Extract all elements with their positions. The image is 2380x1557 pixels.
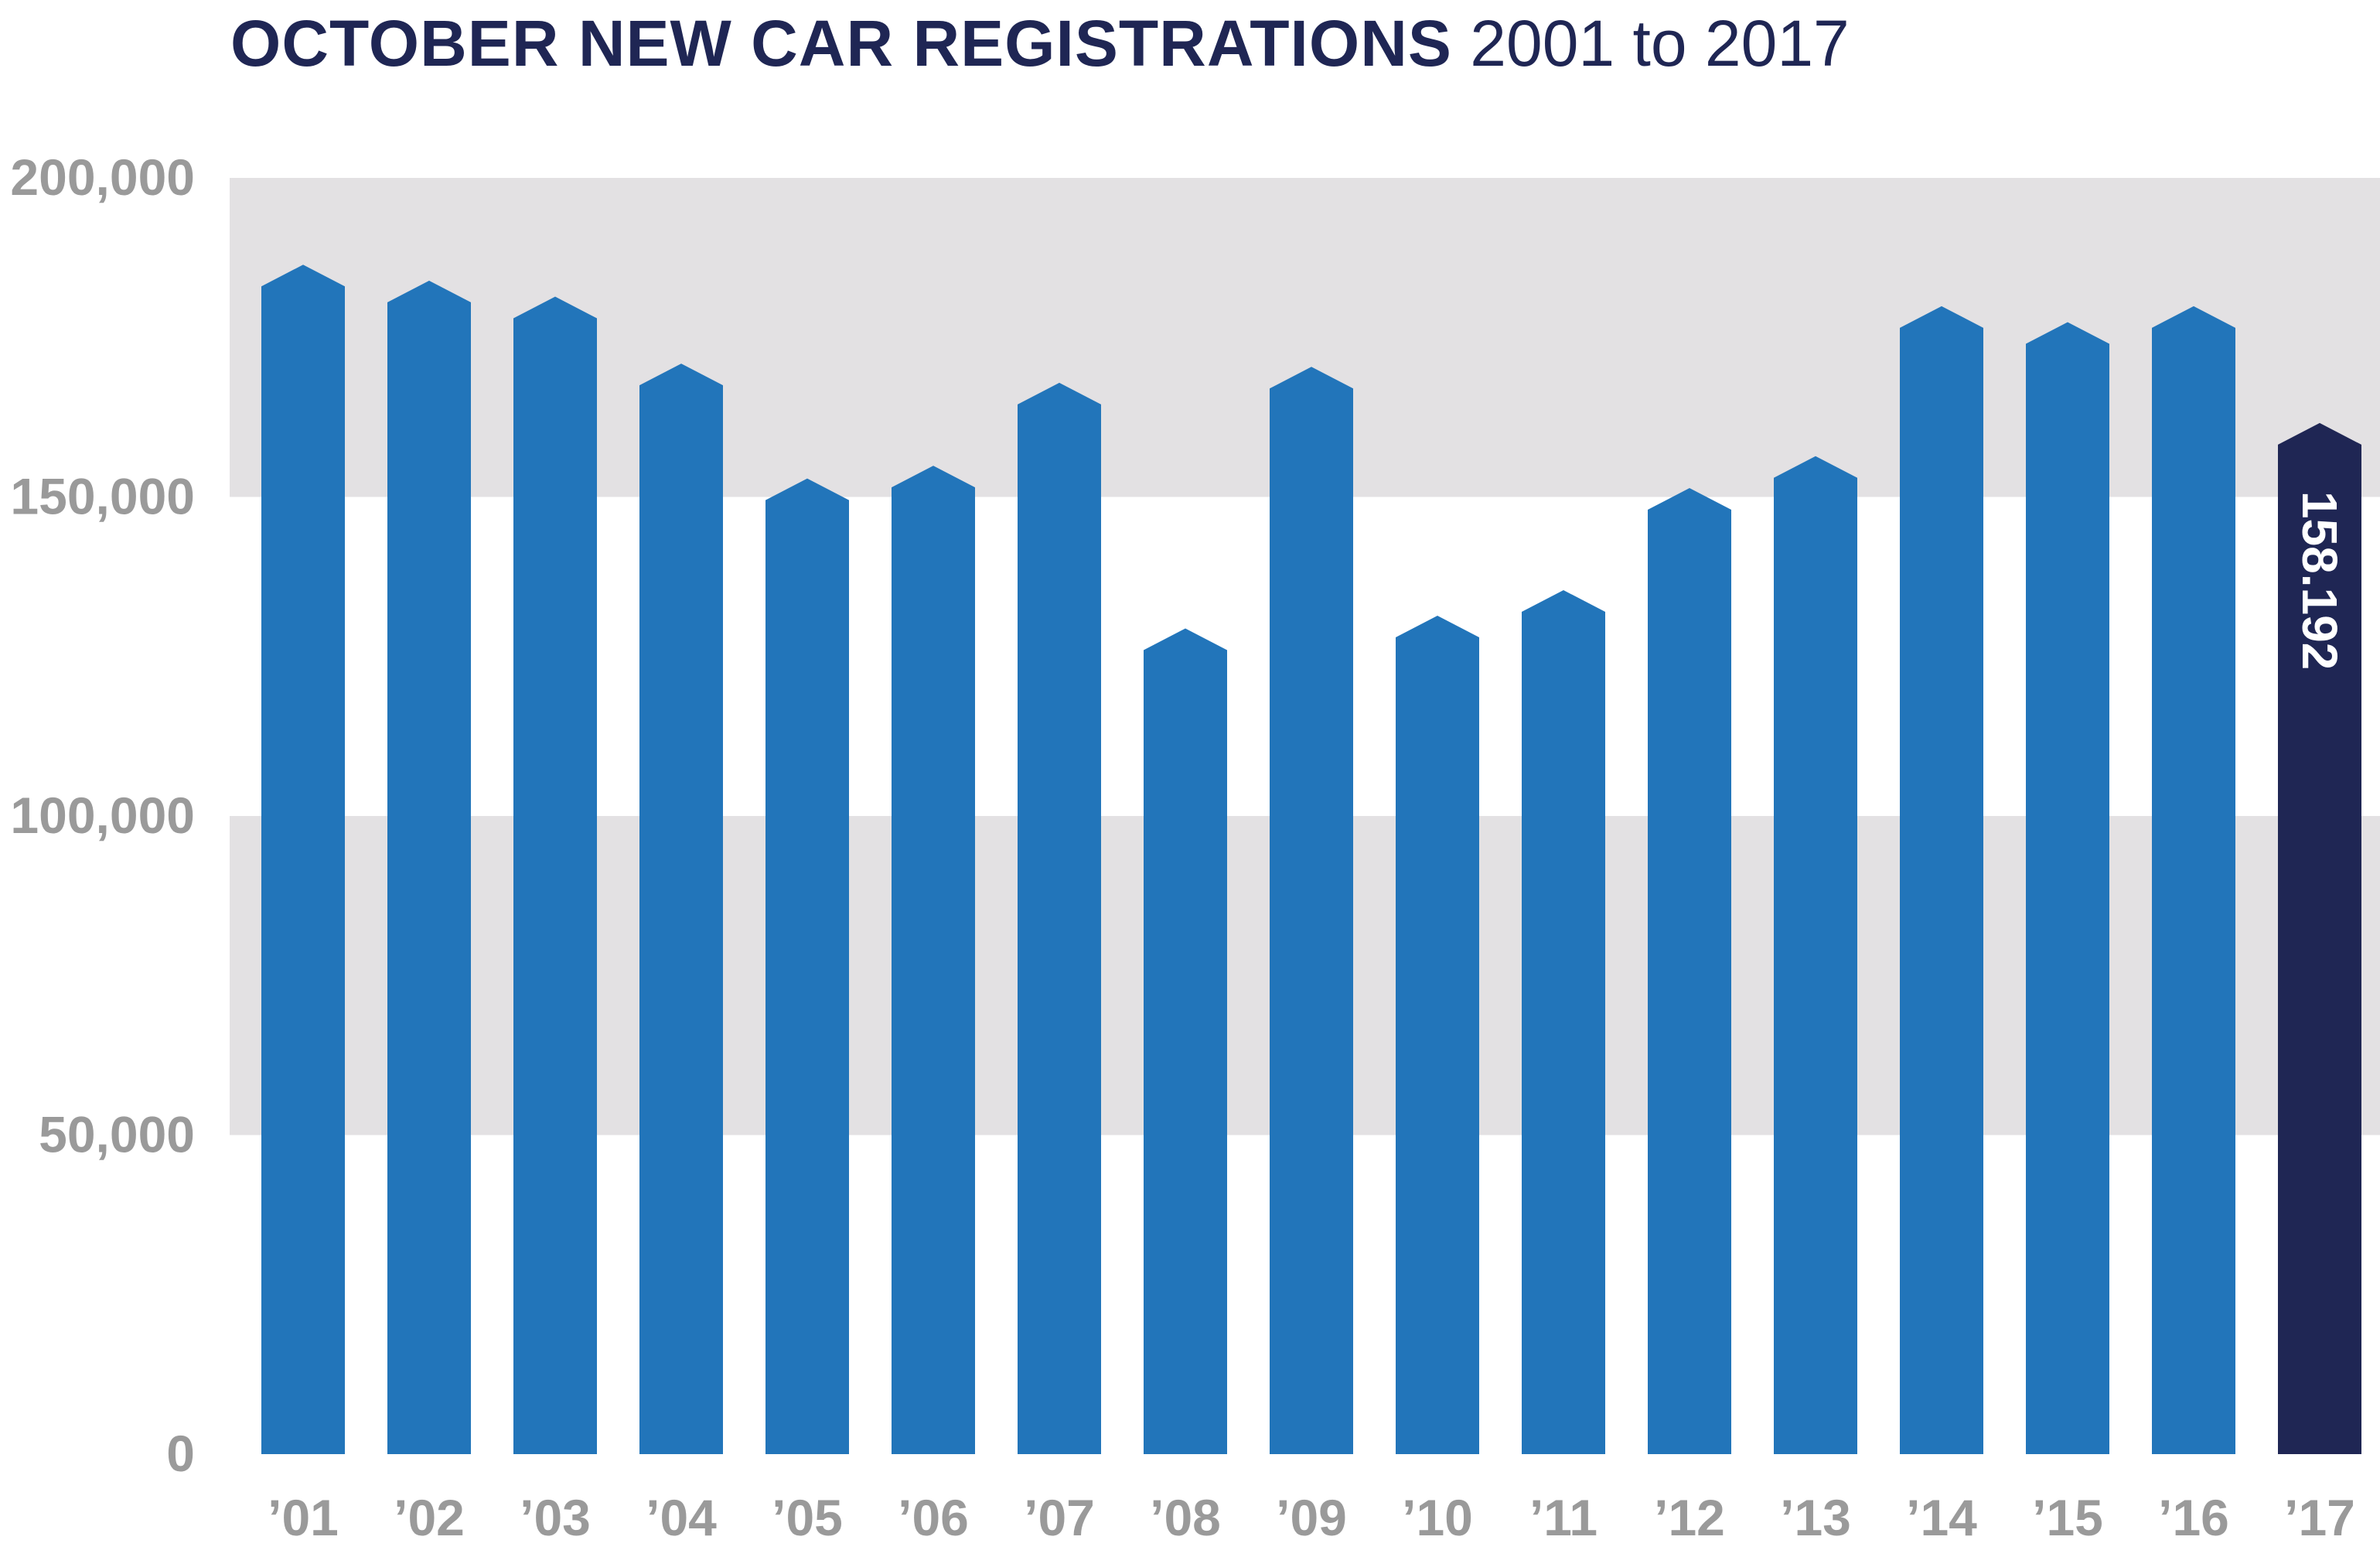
y-tick-label: 50,000 bbox=[39, 1106, 195, 1163]
y-tick-label: 0 bbox=[166, 1425, 195, 1482]
data-label: 158.192 bbox=[2292, 491, 2348, 670]
bar bbox=[892, 466, 975, 1454]
bar bbox=[1270, 367, 1353, 1454]
bar bbox=[1144, 628, 1227, 1454]
chart-title: OCTOBER NEW CAR REGISTRATIONS 2001 to 20… bbox=[230, 5, 1850, 82]
bar bbox=[1774, 456, 1857, 1454]
x-tick-label: ’17 bbox=[2284, 1489, 2355, 1546]
x-tick-label: ’13 bbox=[1780, 1489, 1851, 1546]
chart-title-main: OCTOBER NEW CAR REGISTRATIONS bbox=[230, 7, 1452, 80]
x-tick-label: ’03 bbox=[520, 1489, 591, 1546]
y-tick-label: 100,000 bbox=[10, 787, 195, 844]
y-tick-label: 150,000 bbox=[10, 468, 195, 525]
x-tick-label: ’16 bbox=[2158, 1489, 2229, 1546]
x-tick-label: ’11 bbox=[1529, 1489, 1597, 1546]
bar bbox=[2278, 422, 2361, 1454]
x-tick-label: ’04 bbox=[646, 1489, 717, 1546]
bar bbox=[639, 364, 723, 1454]
x-tick-label: ’02 bbox=[394, 1489, 465, 1546]
bar bbox=[261, 265, 345, 1454]
y-tick-label: 200,000 bbox=[10, 149, 195, 206]
x-tick-label: ’08 bbox=[1150, 1489, 1221, 1546]
bar bbox=[1900, 306, 1983, 1454]
chart-title-range: 2001 to 2017 bbox=[1470, 7, 1850, 80]
bar bbox=[2026, 322, 2109, 1454]
bar bbox=[1648, 488, 1731, 1454]
bar bbox=[765, 478, 849, 1454]
bar bbox=[2152, 306, 2235, 1454]
bar bbox=[513, 296, 597, 1454]
x-tick-label: ’09 bbox=[1276, 1489, 1347, 1546]
bar bbox=[1396, 616, 1479, 1454]
bar bbox=[1522, 590, 1605, 1454]
x-tick-label: ’10 bbox=[1402, 1489, 1473, 1546]
x-tick-label: ’06 bbox=[898, 1489, 969, 1546]
x-tick-label: ’12 bbox=[1654, 1489, 1725, 1546]
x-tick-label: ’05 bbox=[772, 1489, 843, 1546]
bar bbox=[387, 280, 471, 1454]
x-tick-label: ’14 bbox=[1906, 1489, 1977, 1546]
x-tick-label: ’15 bbox=[2032, 1489, 2103, 1546]
bar bbox=[1018, 382, 1101, 1454]
x-tick-label: ’07 bbox=[1024, 1489, 1095, 1546]
x-tick-label: ’01 bbox=[268, 1489, 339, 1546]
